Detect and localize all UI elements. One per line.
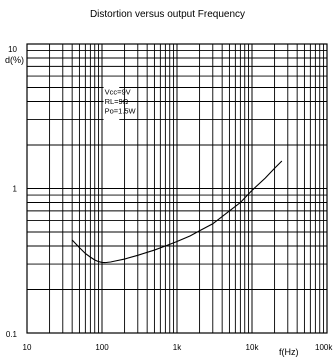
- condition-label: Vcc=9V: [105, 87, 131, 96]
- tick-labels: 10 100 1k 10k 100k 0.1 1 10: [6, 45, 333, 352]
- condition-label: Po=1.5W: [105, 106, 137, 115]
- y-tick-label: 0.1: [6, 330, 18, 339]
- plot-border: [26, 43, 328, 334]
- chart-title: Distortion versus output Frequency: [89, 9, 246, 20]
- plot-frame: [26, 43, 328, 334]
- x-tick-label: 100k: [315, 343, 333, 352]
- x-tick-label: 10: [23, 343, 32, 352]
- axis-labels: d(%) f(Hz): [5, 55, 299, 357]
- series-layer: [71, 160, 283, 264]
- x-axis-label: f(Hz): [279, 347, 299, 357]
- condition-label: RL=9Ω: [105, 97, 129, 106]
- grid-layer: [27, 44, 327, 333]
- conditions-box: [103, 86, 120, 134]
- x-tick-label: 100: [95, 343, 109, 352]
- x-tick-label: 1k: [173, 343, 182, 352]
- y-axis-label: d(%): [5, 55, 24, 65]
- y-tick-label: 10: [8, 45, 17, 54]
- y-tick-label: 1: [13, 185, 18, 194]
- distortion-curve: [71, 160, 283, 264]
- x-tick-label: 10k: [246, 343, 260, 352]
